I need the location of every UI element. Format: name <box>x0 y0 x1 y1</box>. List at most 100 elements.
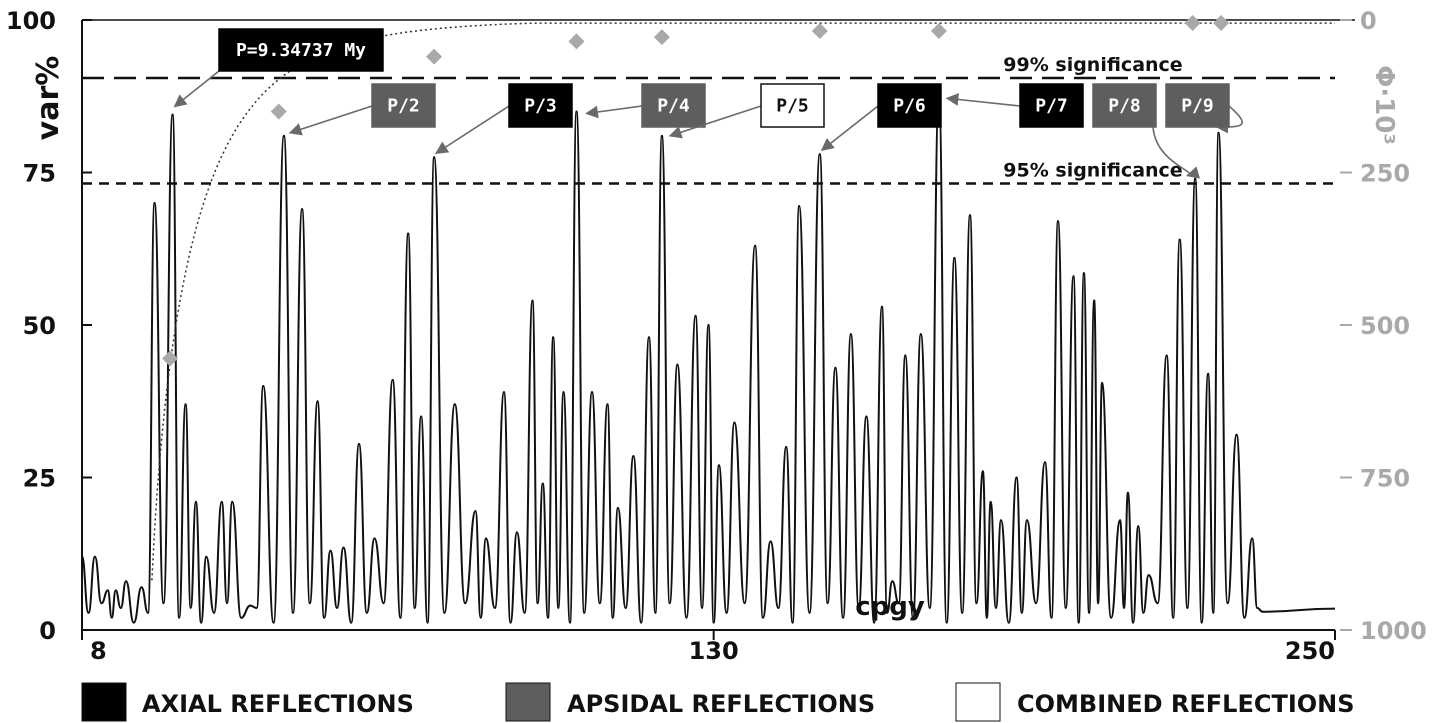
annotation-box <box>760 83 825 128</box>
phase-curve <box>151 22 1335 581</box>
legend-label: APSIDAL REFLECTIONS <box>567 690 875 718</box>
spectrum-peak-point <box>575 110 578 113</box>
spectrum-peak-point <box>1000 519 1003 522</box>
spectrum-peak-point <box>93 555 96 558</box>
spectrum-peak-point <box>676 363 679 366</box>
spectrum-peak-point <box>81 555 83 558</box>
legend-swatch <box>81 682 127 722</box>
spectrum-peak-point <box>125 580 128 583</box>
significance-label: 95% significance <box>1003 159 1182 181</box>
y-right-tick-label: 500 <box>1360 312 1410 340</box>
spectrum-peak-point <box>1093 299 1096 302</box>
spectrum-peak-point <box>453 403 456 406</box>
spectrum-peak-point <box>1101 381 1104 384</box>
spectrum-peak-point <box>694 314 697 317</box>
phase-marker <box>811 22 828 39</box>
spectrum-peak-point <box>1015 476 1018 479</box>
significance-label: 99% significance <box>1003 54 1182 76</box>
spectrum-peak-point <box>301 208 304 211</box>
spectrum-peak-point <box>834 366 837 369</box>
spectrum-peak-point <box>1044 461 1047 464</box>
spectrum-peak-point <box>632 455 635 458</box>
spectrum-peak-point <box>591 391 594 394</box>
annotation-box <box>218 28 384 72</box>
y-tick-label: 50 <box>23 312 56 340</box>
spectrum-peak-point <box>1194 177 1197 180</box>
spectrum-peak-point <box>541 482 544 485</box>
spectrum-peak-point <box>1025 519 1028 522</box>
spectrum-peak-point <box>531 299 534 302</box>
spectrum-peak-point <box>1137 525 1140 528</box>
annotation-label: P/6 <box>893 96 926 117</box>
legend-label: AXIAL REFLECTIONS <box>142 690 414 718</box>
y-tick-label: 25 <box>23 465 56 493</box>
spectrum-peak-point <box>106 589 109 592</box>
spectrum-peak-point <box>647 336 650 339</box>
legend-swatch <box>505 682 551 722</box>
spectrum-peak-point <box>171 113 174 116</box>
spectrum-peak-point <box>373 537 376 540</box>
phase-marker <box>270 103 287 120</box>
spectrum-peak-point <box>707 324 710 326</box>
spectrum-peak-point <box>754 244 757 247</box>
spectrum-peak-point <box>968 214 971 217</box>
annotation-arrow <box>288 105 373 136</box>
annotation-arrow <box>1152 126 1201 179</box>
spectrum-peak-point <box>798 205 801 208</box>
spectrum-peak-point <box>515 531 518 534</box>
annotation-arrow <box>435 105 510 154</box>
spectrum-peak-point <box>1178 238 1181 241</box>
phase-marker <box>930 22 947 39</box>
spectrum-peak-point <box>981 470 984 473</box>
y-right-tick-label: 1000 <box>1360 617 1427 645</box>
spectrum-peak-point <box>262 385 265 387</box>
y-tick-label: 100 <box>6 7 56 35</box>
y-axis-title: var% <box>31 56 66 141</box>
annotation-arrow <box>585 105 643 119</box>
spectrum-peak-point <box>358 442 361 445</box>
annotation-label: P/9 <box>1181 96 1214 117</box>
y-right-tick-label: 250 <box>1360 160 1410 188</box>
annotation-arrow <box>945 93 1021 107</box>
spectrum-peak-point <box>420 415 423 418</box>
spectrum-peak-point <box>220 500 223 503</box>
spectrum-peak-point <box>849 333 852 336</box>
spectrum-peak-point <box>953 256 956 259</box>
annotation-label: P/4 <box>657 96 690 117</box>
spectrum-peak-point <box>562 391 565 394</box>
spectrum-peak-point <box>919 333 922 336</box>
annotation-box <box>371 83 436 128</box>
spectrum-peak-point <box>865 415 868 418</box>
spectrum-peak-point <box>552 336 555 339</box>
spectrum-peak-point <box>989 500 992 503</box>
spectrum-line <box>81 95 1336 624</box>
annotation-arrow <box>668 105 762 139</box>
spectrum-peak-point <box>249 604 252 607</box>
spectrum-peak-point <box>140 586 143 589</box>
annotation-box <box>877 83 942 128</box>
phase-marker <box>1213 15 1230 32</box>
annotation-label: P/5 <box>776 96 809 117</box>
spectrum-peak-point <box>616 507 619 509</box>
y-right-tick-label: 750 <box>1360 465 1410 493</box>
x-tick-label: 250 <box>1285 637 1335 665</box>
spectrum-peak-point <box>769 540 772 543</box>
spectrum-peak-point <box>114 589 117 592</box>
spectrum-peak-point <box>880 305 883 308</box>
legend-swatch <box>955 682 1001 722</box>
spectrum-peak-point <box>904 354 907 357</box>
spectrum-peak-point <box>1126 491 1129 494</box>
x-tick-label: 8 <box>90 637 107 665</box>
spectrum-peak-point <box>407 232 410 235</box>
spectrum-peak-point <box>194 500 197 503</box>
spectrum-peak-point <box>733 421 736 424</box>
annotation-label: P/7 <box>1035 96 1068 117</box>
spectrum-peak-point <box>1072 275 1075 278</box>
phase-marker <box>568 33 585 50</box>
phase-marker <box>1184 15 1201 32</box>
y-right-axis-title: Φ·10³ <box>1369 65 1399 145</box>
phase-marker <box>653 29 670 46</box>
annotation-label: P=9.34737 My <box>236 40 366 61</box>
spectrum-peak-point <box>153 202 156 204</box>
spectrum-peak-point <box>606 403 609 406</box>
